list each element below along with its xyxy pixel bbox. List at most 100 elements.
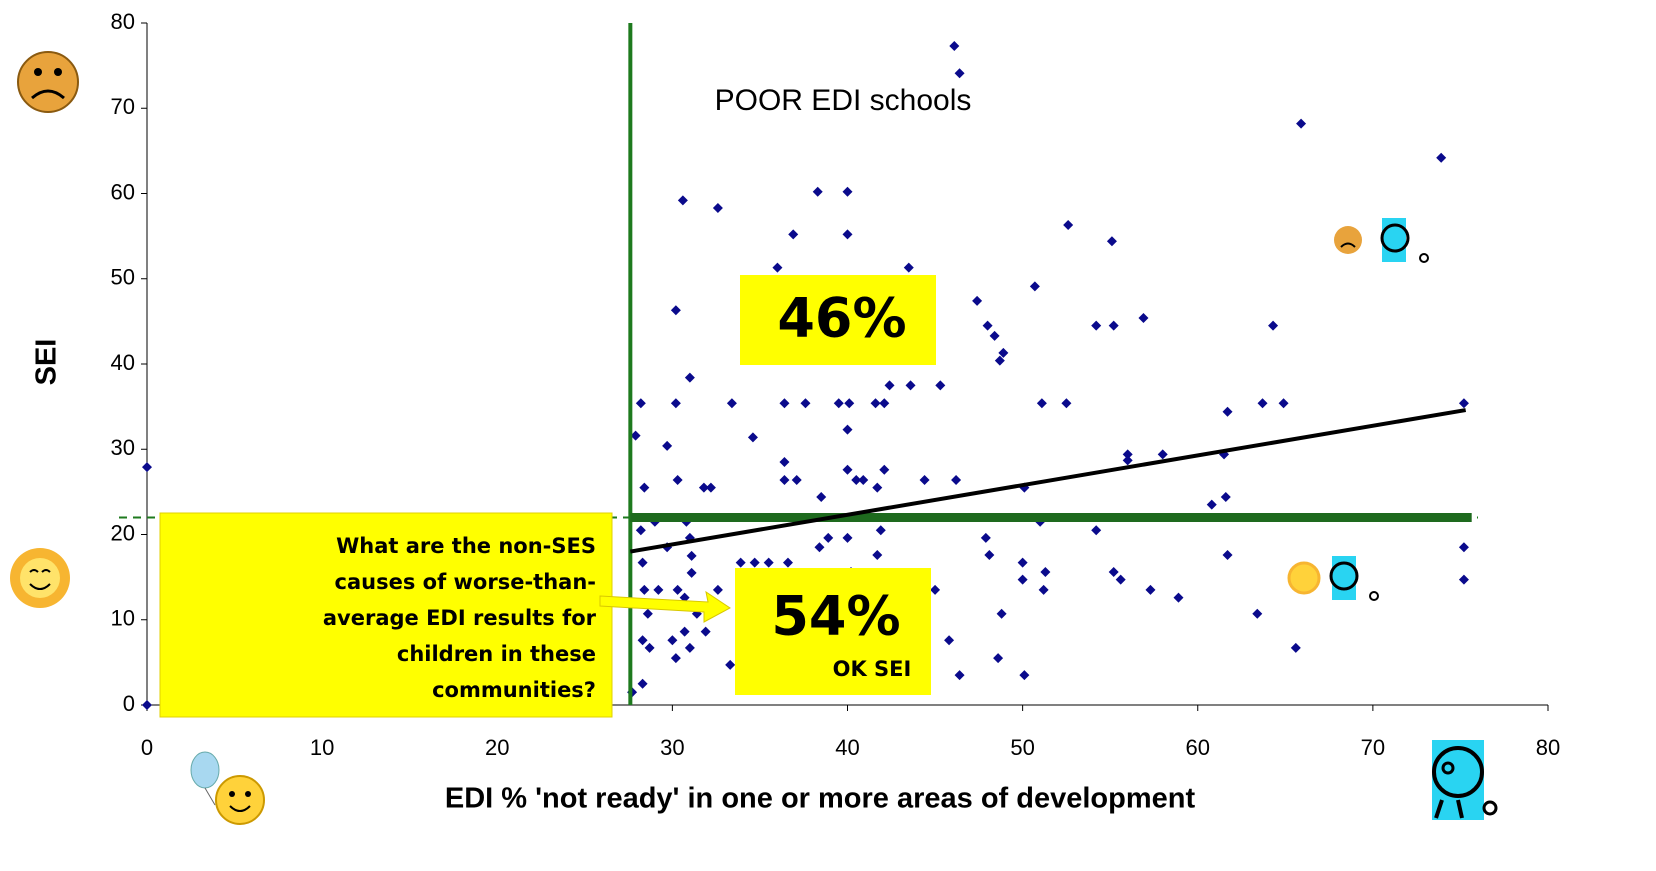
data-point	[996, 608, 1007, 619]
data-point	[1220, 491, 1231, 502]
data-point	[686, 550, 697, 561]
data-point	[1091, 320, 1102, 331]
data-point	[994, 355, 1005, 366]
y-tick-label: 10	[111, 606, 135, 631]
data-point	[712, 202, 723, 213]
worried-creature-icon	[1432, 740, 1498, 820]
y-tick-label: 60	[111, 179, 135, 204]
x-axis-title: EDI % 'not ready' in one or more areas o…	[445, 783, 1196, 815]
data-point	[779, 474, 790, 485]
data-point	[679, 626, 690, 637]
x-tick-label: 20	[485, 735, 509, 760]
data-point	[779, 457, 790, 468]
data-point	[812, 186, 823, 197]
y-tick-label: 70	[111, 94, 135, 119]
data-point	[1458, 542, 1469, 553]
data-point	[954, 670, 965, 681]
data-point	[1173, 592, 1184, 603]
data-point	[1017, 557, 1028, 568]
data-point	[951, 474, 962, 485]
data-point	[972, 295, 983, 306]
data-point	[1296, 118, 1307, 129]
upper-share-box	[740, 275, 936, 365]
data-point	[842, 229, 853, 240]
data-point	[842, 424, 853, 435]
data-point	[905, 380, 916, 391]
data-point	[1038, 584, 1049, 595]
data-point	[1122, 449, 1133, 460]
data-point	[1029, 281, 1040, 292]
data-point	[1290, 642, 1301, 653]
data-point	[1436, 152, 1447, 163]
data-point	[1252, 608, 1263, 619]
data-point	[919, 474, 930, 485]
data-point	[772, 262, 783, 273]
data-point	[670, 305, 681, 316]
data-point	[700, 626, 711, 637]
x-tick-label: 80	[1536, 735, 1560, 760]
data-point	[982, 320, 993, 331]
data-point	[712, 584, 723, 595]
data-point	[993, 653, 1004, 664]
data-point	[653, 584, 664, 595]
data-point	[842, 532, 853, 543]
data-point	[642, 608, 653, 619]
y-tick-label: 40	[111, 350, 135, 375]
data-point	[989, 330, 1000, 341]
x-tick-label: 40	[835, 735, 859, 760]
data-point	[1257, 398, 1268, 409]
data-point	[670, 398, 681, 409]
upper-region-label: POOR EDI schools	[715, 84, 972, 117]
balloon-icon	[190, 751, 265, 825]
trend-line	[630, 408, 1467, 554]
data-point	[1036, 398, 1047, 409]
data-point	[879, 398, 890, 409]
data-point	[639, 584, 650, 595]
data-point	[637, 678, 648, 689]
x-tick-label: 60	[1186, 735, 1210, 760]
data-point	[686, 567, 697, 578]
x-tick-label: 0	[141, 735, 153, 760]
y-tick-label: 50	[111, 265, 135, 290]
data-point	[816, 491, 827, 502]
data-point	[630, 430, 641, 441]
data-point	[763, 557, 774, 568]
data-point	[998, 347, 1009, 358]
y-tick-label: 30	[111, 435, 135, 460]
data-point	[1458, 398, 1469, 409]
data-point	[1145, 584, 1156, 595]
data-point	[1122, 455, 1133, 466]
data-point	[749, 557, 760, 568]
data-point	[637, 635, 648, 646]
data-point	[684, 642, 695, 653]
data-point	[872, 549, 883, 560]
data-point	[1157, 449, 1168, 460]
data-point	[954, 68, 965, 79]
lower-share-label: 54%	[771, 585, 900, 648]
data-point	[1017, 574, 1028, 585]
data-point	[672, 584, 683, 595]
x-tick-label: 70	[1361, 735, 1385, 760]
data-point	[1091, 525, 1102, 536]
callout-text-line: communities?	[432, 678, 596, 702]
data-point	[672, 474, 683, 485]
data-point	[667, 635, 678, 646]
data-point	[842, 186, 853, 197]
data-point	[872, 482, 883, 493]
data-point	[698, 482, 709, 493]
data-point	[142, 700, 152, 710]
upper-share-label: 46%	[777, 287, 906, 350]
x-tick-label: 10	[310, 735, 334, 760]
y-tick-label: 20	[111, 520, 135, 545]
data-point	[879, 464, 890, 475]
data-point	[637, 557, 648, 568]
data-point	[1458, 574, 1469, 585]
data-point	[930, 584, 941, 595]
callout-text-line: children in these	[397, 642, 596, 666]
data-point	[639, 482, 650, 493]
data-point	[705, 482, 716, 493]
data-point	[635, 398, 646, 409]
data-point	[670, 653, 681, 664]
data-point	[1061, 398, 1072, 409]
